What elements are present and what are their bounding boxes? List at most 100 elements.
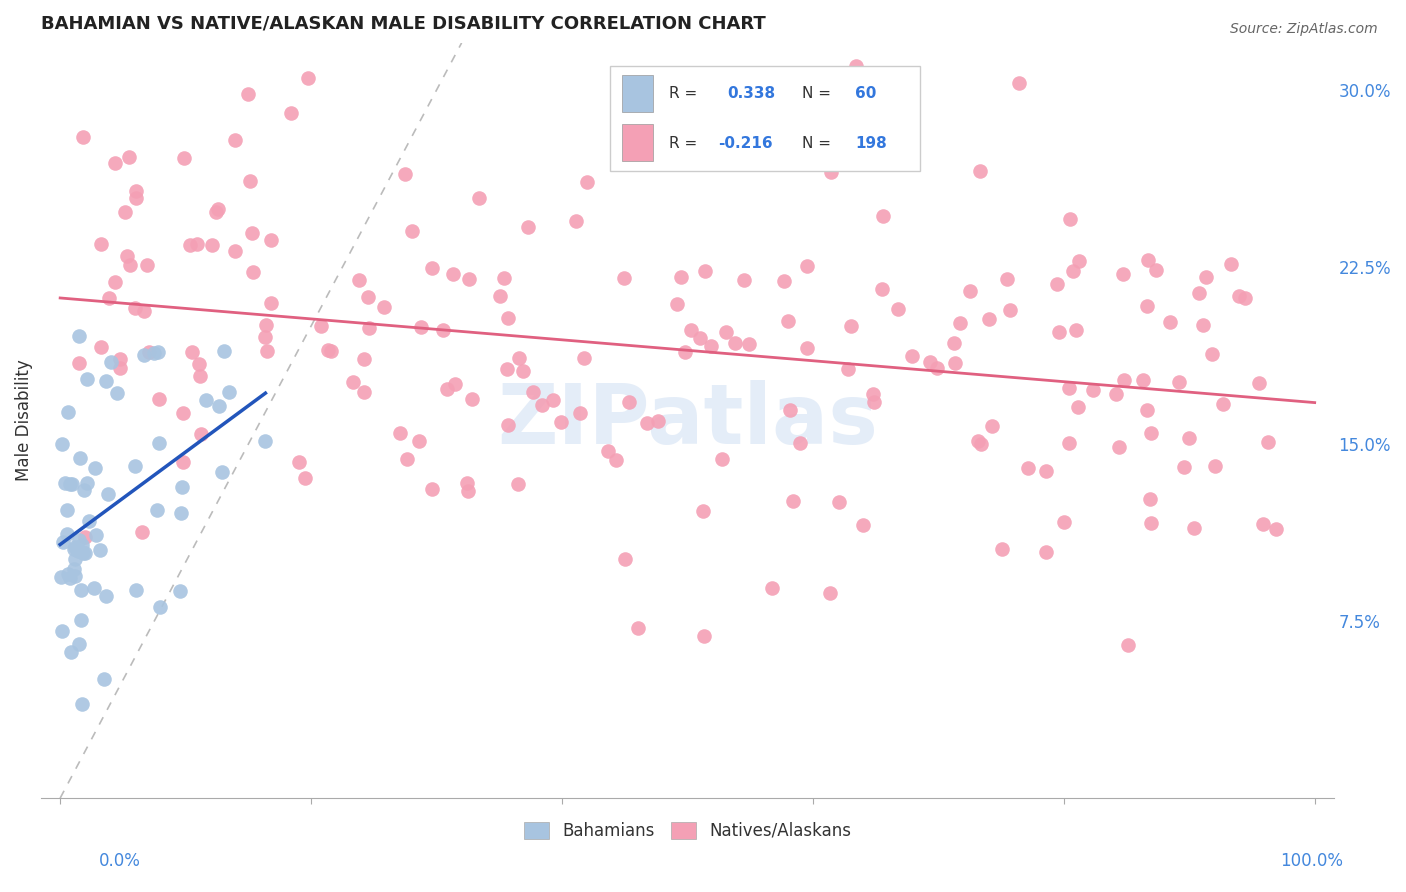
Point [1212,397,1234,411]
Point [186,237,208,252]
Point [211,465,233,479]
Point [839,318,862,333]
Point [254,434,277,448]
Point [991,542,1014,557]
Point [67,637,90,651]
Point [236,87,259,102]
Point [862,387,884,401]
Point [1105,387,1128,401]
Point [124,301,146,315]
Point [1017,461,1039,475]
Point [420,483,443,497]
Point [457,483,479,498]
Point [342,375,364,389]
Point [169,584,191,599]
Point [124,459,146,474]
Point [1265,522,1288,536]
Point [1227,289,1250,303]
Point [820,165,842,179]
Point [796,341,818,355]
Point [614,551,637,566]
Point [125,191,148,205]
Point [70,697,93,711]
Point [689,331,711,345]
Point [496,417,519,432]
Point [1035,464,1057,478]
Point [512,364,534,378]
Point [432,323,454,337]
Point [104,275,127,289]
Point [1204,458,1226,473]
Point [692,504,714,518]
Point [441,267,464,281]
Point [134,303,156,318]
Point [124,583,146,598]
Point [190,427,212,442]
Point [1136,403,1159,417]
Point [59,477,82,491]
Point [872,282,894,296]
Point [1194,270,1216,285]
Point [321,343,343,358]
Point [94,589,117,603]
Point [170,480,193,494]
Point [394,167,416,181]
Point [316,343,339,357]
Point [218,384,240,399]
Point [550,416,572,430]
Point [572,351,595,365]
Point [347,273,370,287]
Point [288,455,311,469]
Point [58,405,80,419]
Point [56,503,79,517]
Point [636,416,658,430]
Point [132,348,155,362]
Point [724,336,747,351]
Point [1112,373,1135,387]
Point [970,436,993,450]
Point [467,191,489,205]
Point [1144,263,1167,277]
Point [1173,460,1195,475]
Point [76,476,98,491]
Point [239,173,262,187]
Y-axis label: Male Disability: Male Disability [15,359,32,482]
Point [63,569,86,583]
Point [959,285,981,299]
Point [942,336,965,351]
Point [120,258,142,272]
Text: BAHAMIAN VS NATIVE/ALASKAN MALE DISABILITY CORRELATION CHART: BAHAMIAN VS NATIVE/ALASKAN MALE DISABILI… [41,15,766,33]
Point [733,273,755,287]
Text: Source: ZipAtlas.com: Source: ZipAtlas.com [1230,22,1378,37]
Point [828,495,851,509]
Point [62,542,84,557]
Point [1182,521,1205,535]
Point [772,274,794,288]
Point [67,544,90,558]
Point [627,620,650,634]
Point [818,586,841,600]
Point [204,205,226,219]
Point [613,270,636,285]
Point [837,361,859,376]
Point [779,403,801,417]
Point [995,271,1018,285]
Point [359,321,381,335]
Point [173,151,195,165]
Point [170,506,193,520]
Point [60,476,83,491]
Point [297,70,319,85]
Point [353,384,375,399]
Point [862,394,884,409]
Point [357,290,380,304]
Point [373,300,395,314]
Point [496,362,519,376]
Point [110,361,132,376]
Point [149,599,172,614]
Point [146,344,169,359]
Point [254,318,277,332]
Point [93,673,115,687]
Point [700,339,723,353]
Point [1062,264,1084,278]
Point [411,319,433,334]
